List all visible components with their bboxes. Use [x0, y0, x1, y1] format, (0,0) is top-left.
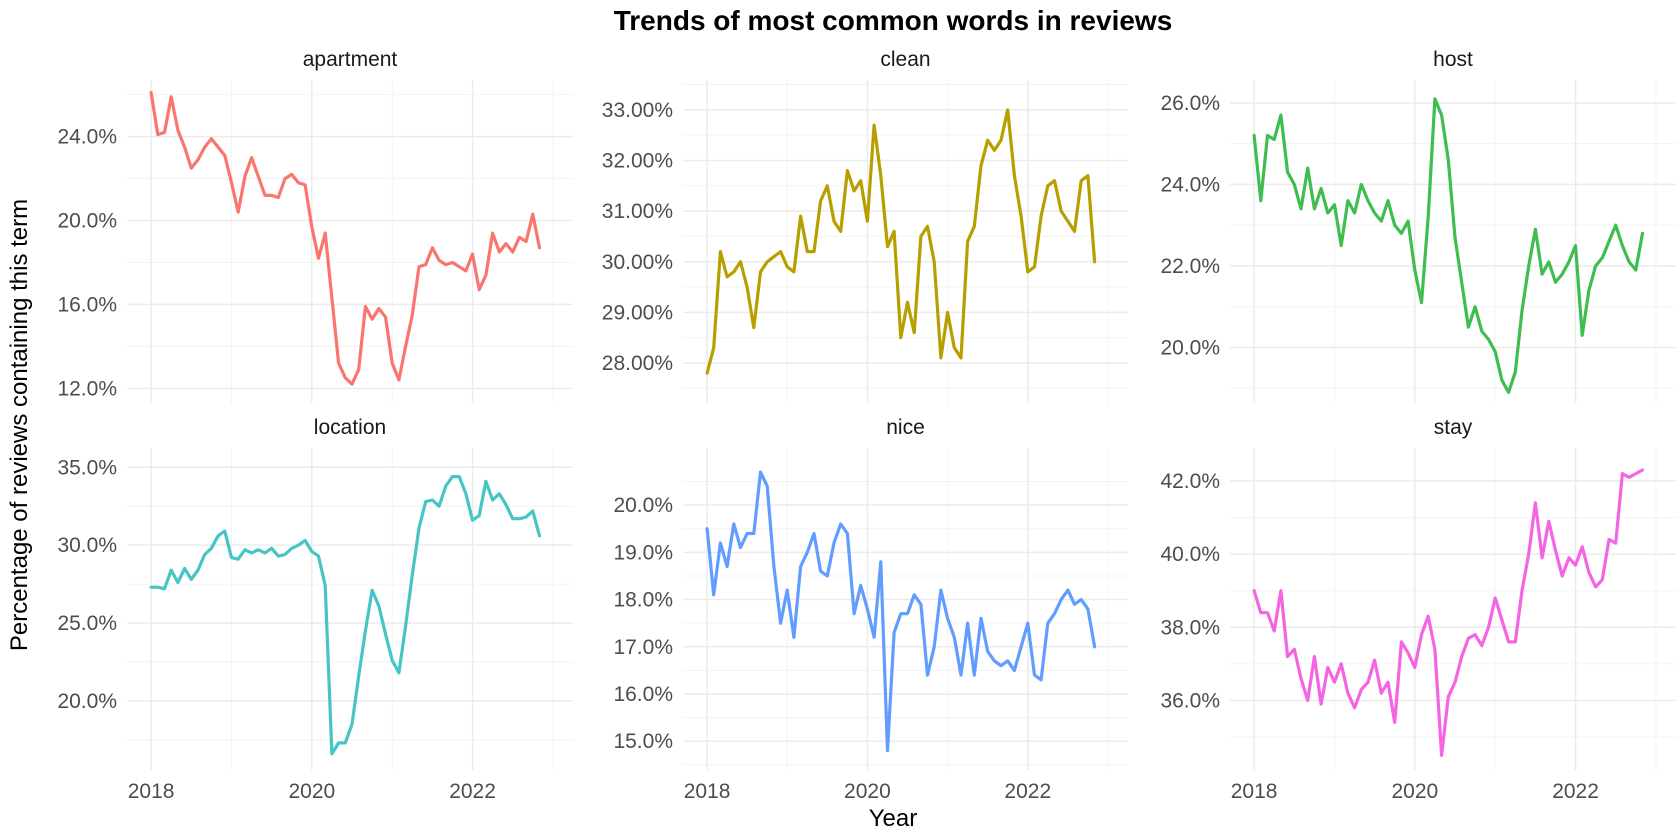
series-line-stay	[1252, 468, 1645, 758]
x-tick-label: 2022	[1004, 780, 1051, 803]
facet-panels: 12.0% 16.0% 20.0% 24.0% apartment 28.00% 29.00…	[57, 48, 1676, 803]
x-tick-label: 2018	[1231, 780, 1278, 803]
y-tick-label: 32.00%	[602, 149, 673, 172]
panel-location: 20.0% 25.0% 30.0% 35.0% 2018 2020 2022 location	[57, 416, 573, 803]
y-tick-label: 30.0%	[57, 534, 117, 557]
facet-label-stay: stay	[1434, 416, 1473, 439]
y-tick-label: 30.00%	[602, 251, 673, 274]
facet-label-apartment: apartment	[303, 48, 398, 71]
y-tick-label: 31.00%	[602, 200, 673, 223]
y-tick-label: 25.0%	[57, 612, 117, 635]
y-tick-label: 38.0%	[1160, 616, 1220, 639]
facet-label-nice: nice	[886, 416, 925, 439]
series-line-location	[149, 475, 542, 756]
y-tick-label: 42.0%	[1160, 470, 1220, 493]
panel-nice: 15.0% 16.0% 17.0% 18.0% 19.0% 20.0% 2018 2020 20…	[613, 416, 1128, 803]
y-tick-label: 22.0%	[1160, 255, 1220, 278]
y-tick-label: 18.0%	[613, 589, 673, 612]
facet-label-location: location	[314, 416, 386, 439]
facet-label-clean: clean	[880, 48, 930, 71]
series-line-nice	[705, 470, 1097, 753]
x-tick-label: 2022	[449, 780, 496, 803]
y-tick-label: 24.0%	[1160, 173, 1220, 196]
y-tick-label: 40.0%	[1160, 543, 1220, 566]
y-tick-label: 20.0%	[57, 690, 117, 713]
y-tick-label: 15.0%	[613, 730, 673, 753]
y-tick-label: 16.0%	[57, 293, 117, 316]
y-tick-label: 16.0%	[613, 683, 673, 706]
x-tick-label: 2020	[1391, 780, 1438, 803]
y-tick-label: 24.0%	[57, 126, 117, 149]
y-tick-label: 19.0%	[613, 541, 673, 564]
y-axis-title: Percentage of reviews containing this te…	[6, 199, 33, 651]
y-tick-label: 29.00%	[602, 301, 673, 324]
y-tick-label: 28.00%	[602, 352, 673, 375]
y-tick-label: 35.0%	[57, 456, 117, 479]
x-tick-label: 2022	[1552, 780, 1599, 803]
facet-label-host: host	[1433, 48, 1473, 71]
y-tick-label: 12.0%	[57, 377, 117, 400]
x-tick-label: 2020	[288, 780, 335, 803]
panel-stay: 36.0% 38.0% 40.0% 42.0% 2018 2020 2022 stay	[1160, 416, 1676, 803]
y-tick-label: 20.0%	[57, 210, 117, 233]
panel-apartment: 12.0% 16.0% 20.0% 24.0% apartment	[57, 48, 573, 403]
series-line-clean	[705, 108, 1097, 375]
y-tick-label: 33.00%	[602, 99, 673, 122]
panel-clean: 28.00% 29.00% 30.00% 31.00% 32.00% 33.00% clea…	[602, 48, 1128, 403]
x-axis-title: Year	[869, 805, 918, 832]
x-tick-label: 2018	[684, 780, 731, 803]
chart-title: Trends of most common words in reviews	[614, 5, 1173, 36]
y-tick-label: 20.0%	[613, 494, 673, 517]
y-tick-label: 17.0%	[613, 636, 673, 659]
x-tick-label: 2018	[128, 780, 175, 803]
y-tick-label: 36.0%	[1160, 689, 1220, 712]
series-line-apartment	[149, 90, 542, 386]
y-tick-label: 26.0%	[1160, 92, 1220, 115]
panel-host: 20.0% 22.0% 24.0% 26.0% host	[1160, 48, 1676, 403]
series-line-host	[1252, 97, 1645, 394]
x-tick-label: 2020	[844, 780, 891, 803]
y-tick-label: 20.0%	[1160, 337, 1220, 360]
